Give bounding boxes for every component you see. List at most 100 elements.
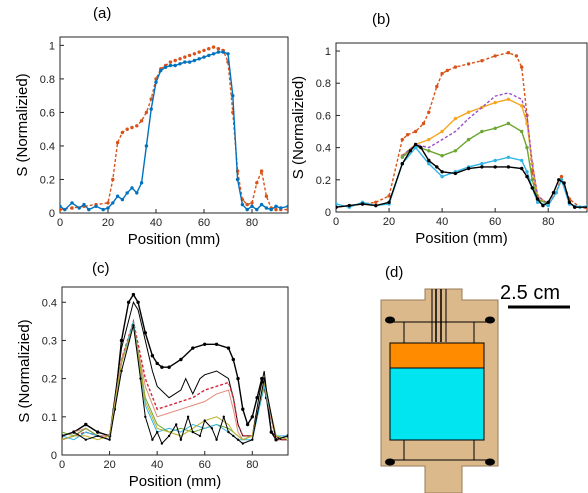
data-point <box>144 415 147 418</box>
data-point <box>202 55 206 59</box>
data-point <box>96 430 100 434</box>
y-tick-label: 0.1 <box>42 412 57 424</box>
data-point <box>557 178 561 182</box>
data-point <box>130 186 134 190</box>
y-tick-label: 0 <box>51 450 57 462</box>
data-point <box>520 65 524 69</box>
data-point <box>236 438 240 441</box>
x-tick-label: 60 <box>199 459 211 471</box>
data-point <box>236 376 240 381</box>
data-point <box>191 430 194 434</box>
series-line-red-2 <box>62 318 288 441</box>
data-point <box>175 423 178 426</box>
data-point <box>506 97 511 102</box>
data-point <box>149 107 153 111</box>
data-point <box>130 125 134 130</box>
y-tick-label: 0.8 <box>316 78 331 90</box>
data-point <box>136 300 140 304</box>
data-point <box>241 442 244 445</box>
data-point <box>554 191 558 195</box>
data-point <box>255 207 259 212</box>
bolt-bottom-right <box>485 458 495 466</box>
data-point <box>336 205 338 209</box>
data-point <box>203 342 207 346</box>
data-point <box>480 165 484 169</box>
data-point <box>179 357 183 362</box>
data-point <box>186 415 190 418</box>
panel-d-label: (d) <box>385 264 403 281</box>
y-tick-label: 0.4 <box>316 143 331 155</box>
data-point <box>187 53 192 58</box>
data-point <box>70 206 74 210</box>
x-tick-label: 40 <box>151 459 163 471</box>
data-point <box>466 166 471 171</box>
data-point <box>259 202 264 207</box>
data-point <box>525 170 529 174</box>
y-tick-label: 1 <box>49 40 55 52</box>
data-point <box>151 438 154 441</box>
data-point <box>286 207 288 212</box>
data-point <box>214 342 219 346</box>
data-point <box>163 65 168 69</box>
data-point <box>131 292 136 297</box>
data-point <box>126 300 131 304</box>
data-point <box>231 94 235 98</box>
data-point <box>106 206 110 210</box>
x-axis-label: Position (mm) <box>415 230 508 247</box>
series-line-purple-2 <box>401 92 549 205</box>
data-point <box>125 191 129 195</box>
data-point <box>493 100 497 105</box>
data-point <box>506 51 511 55</box>
data-point <box>232 434 235 438</box>
data-point <box>203 419 206 422</box>
data-point <box>400 155 404 159</box>
data-point <box>567 200 572 204</box>
data-point <box>115 194 120 198</box>
data-point <box>506 121 511 126</box>
data-point <box>210 427 214 430</box>
x-tick-label: 0 <box>59 459 65 471</box>
data-point <box>139 181 144 185</box>
data-point <box>235 177 240 182</box>
y-tick-label: 0.6 <box>40 107 55 119</box>
data-point <box>227 430 230 434</box>
x-tick-label: 40 <box>150 217 162 229</box>
data-point <box>120 130 125 135</box>
x-tick-label: 0 <box>57 217 63 229</box>
data-point <box>240 202 245 207</box>
data-point <box>250 204 254 208</box>
data-point <box>101 207 105 212</box>
data-point <box>216 47 221 51</box>
data-point <box>179 438 183 441</box>
chart-panel-b: 0 20 40 60 80 0 0.2 0.4 0.6 0.8 1 Position (mm) S (N… <box>290 42 588 247</box>
data-point <box>155 361 159 366</box>
data-point <box>167 434 171 438</box>
data-point <box>514 54 519 58</box>
data-point <box>197 50 201 54</box>
data-point <box>435 84 439 89</box>
data-point <box>178 62 182 66</box>
data-point <box>480 59 484 63</box>
x-tick-label: 60 <box>198 217 210 229</box>
data-point <box>520 104 524 108</box>
data-point <box>245 202 249 207</box>
data-point <box>106 201 110 205</box>
data-point <box>573 205 577 209</box>
data-point <box>111 177 115 182</box>
series-line-orange-0 <box>60 46 288 211</box>
data-point <box>187 60 192 64</box>
chart-panel-a: 0 20 40 60 80 0 0.2 0.4 0.6 0.8 1 Position (mm) S (N… <box>14 36 289 248</box>
data-point <box>143 331 147 335</box>
series-line-black-1 <box>62 301 288 441</box>
data-point <box>263 377 266 380</box>
x-axis-label: Position (mm) <box>129 473 222 490</box>
data-point <box>586 205 587 209</box>
data-point <box>207 47 211 51</box>
y-tick-label: 0.6 <box>316 110 331 122</box>
data-point <box>255 181 259 185</box>
data-point <box>440 71 444 76</box>
y-tick-label: 0.3 <box>42 335 57 347</box>
y-tick-label: 1 <box>325 46 331 58</box>
data-point <box>400 162 404 166</box>
